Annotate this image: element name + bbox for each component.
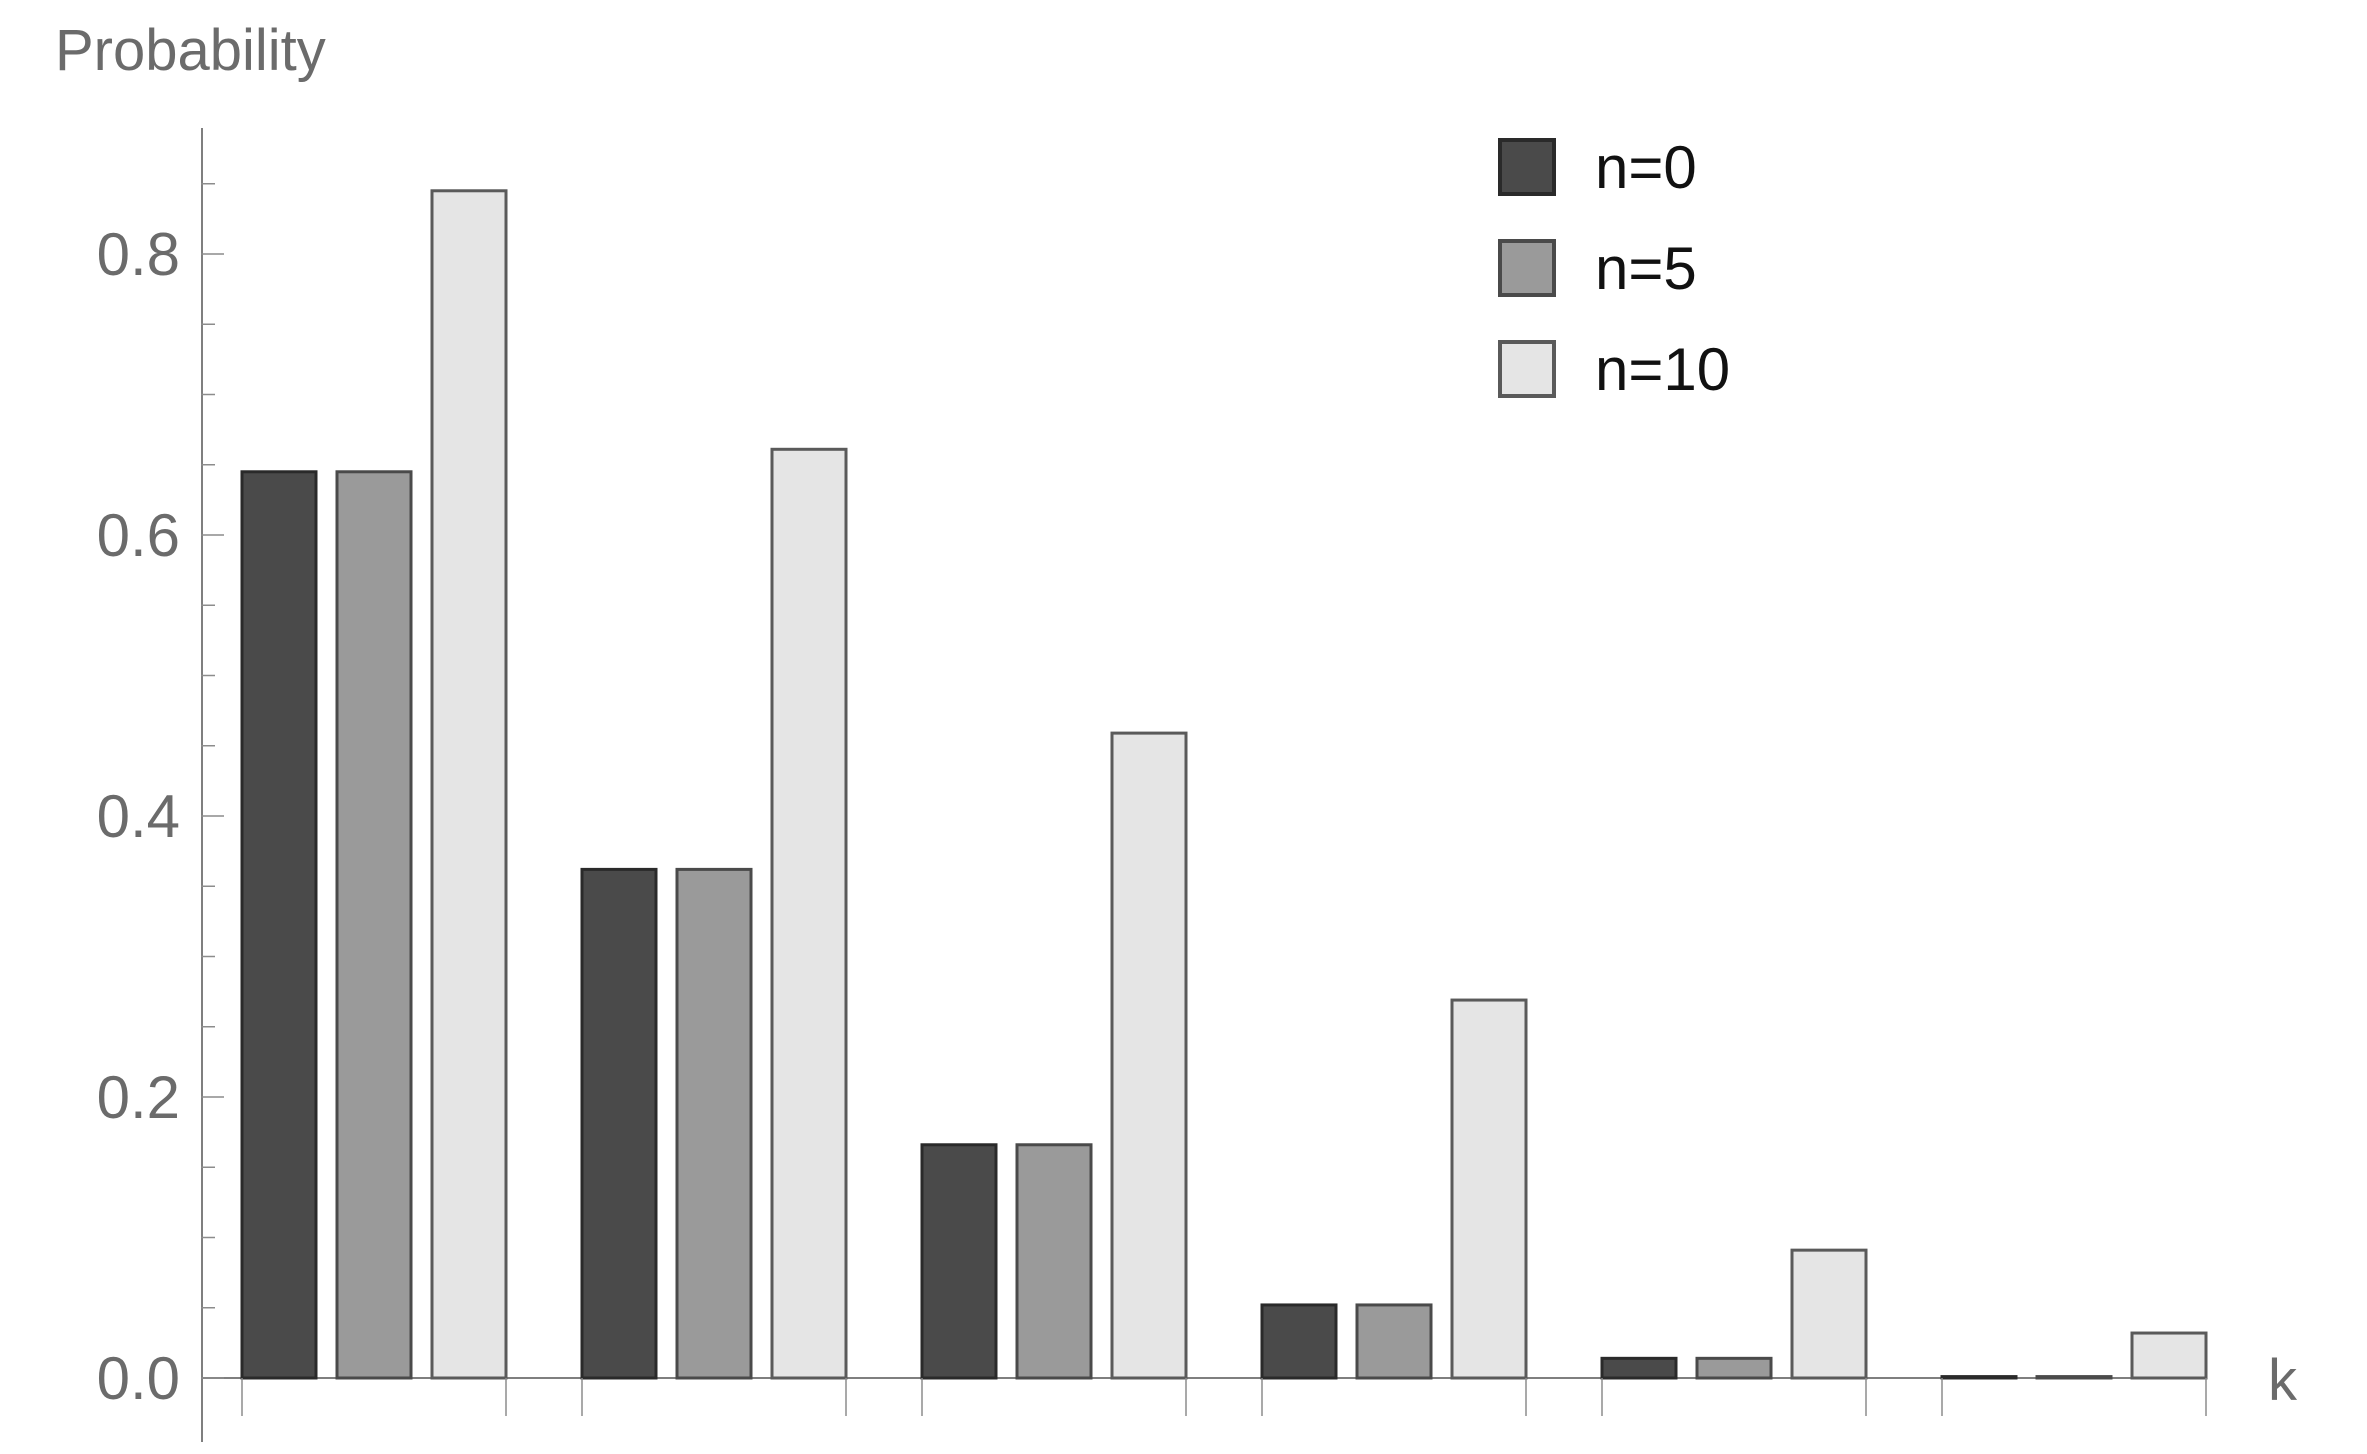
bar [1940, 1375, 2018, 1380]
bar [1600, 1356, 1678, 1380]
y-tick-label: 0.2 [97, 1064, 180, 1131]
legend-swatch [1498, 239, 1556, 297]
bar [770, 447, 848, 1380]
bar-group [240, 189, 508, 1416]
bar [1450, 998, 1528, 1380]
y-tick-label: 0.4 [97, 783, 180, 850]
bar [2035, 1375, 2113, 1380]
bars [240, 189, 2208, 1416]
legend-swatch [1498, 340, 1556, 398]
legend-item: n=10 [1498, 336, 1730, 403]
bar [675, 867, 753, 1380]
legend-label: n=5 [1595, 235, 1697, 302]
axes [201, 128, 2205, 1442]
legend-item: n=5 [1498, 235, 1697, 302]
bar [1355, 1303, 1433, 1380]
bar-group [580, 447, 848, 1416]
bar [580, 867, 658, 1380]
bar-group [1940, 1331, 2208, 1416]
bar [1695, 1356, 1773, 1380]
bar [1260, 1303, 1338, 1380]
bar [1015, 1143, 1093, 1380]
bar-group [1600, 1248, 1868, 1416]
legend-label: n=0 [1595, 134, 1697, 201]
y-axis-label: Probability [55, 18, 326, 83]
bar [2130, 1331, 2208, 1380]
y-tick-label: 0.0 [97, 1345, 180, 1412]
legend-item: n=0 [1498, 134, 1697, 201]
y-ticks: 0.0 0.2 0.4 0.6 0.8 [97, 183, 224, 1412]
legend-swatch [1498, 138, 1556, 196]
y-tick-label: 0.8 [97, 221, 180, 288]
x-axis-label: k [2268, 1348, 2298, 1413]
legend-label: n=10 [1595, 336, 1730, 403]
y-tick-label: 0.6 [97, 502, 180, 569]
bar [1790, 1248, 1868, 1380]
bar [1110, 731, 1188, 1380]
bar [335, 470, 413, 1380]
bar-group [1260, 998, 1528, 1416]
bar [240, 470, 318, 1380]
bar [430, 189, 508, 1380]
bar [920, 1143, 998, 1380]
legend: n=0 n=5 n=10 [1498, 134, 1730, 403]
bar-group [920, 731, 1188, 1416]
